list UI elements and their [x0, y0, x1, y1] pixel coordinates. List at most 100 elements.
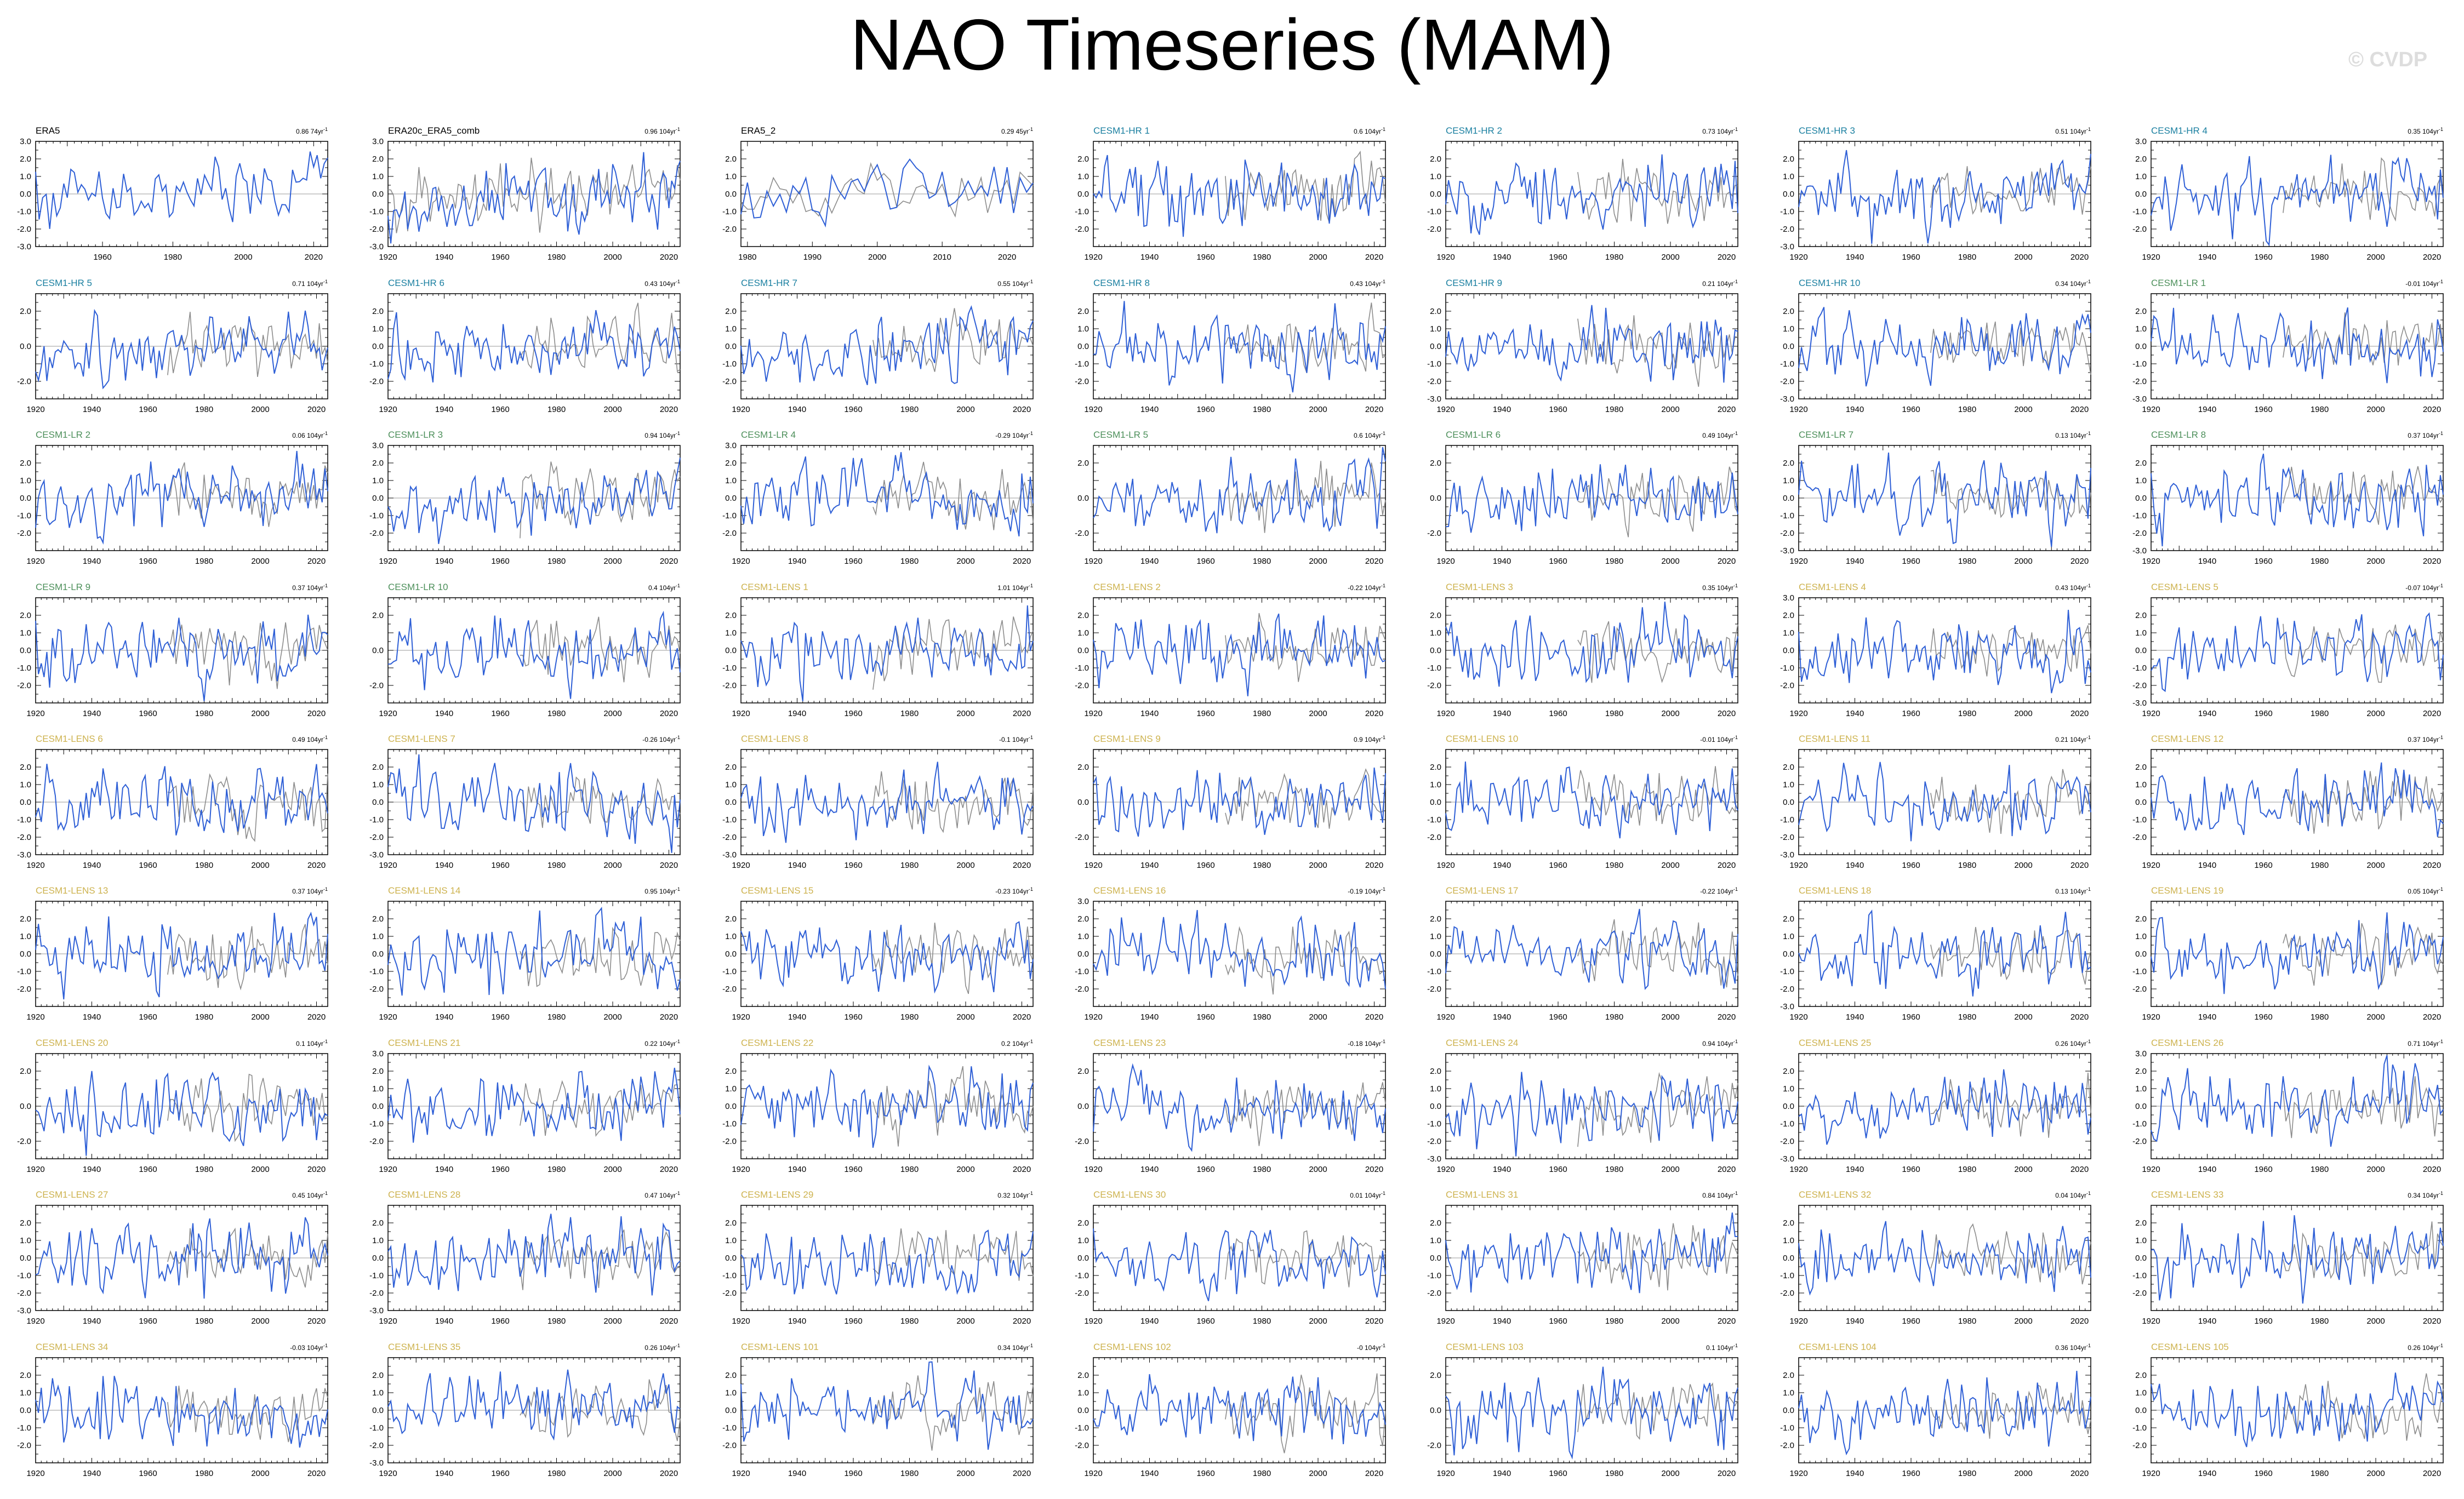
x-tick-label: 2020	[1718, 557, 1736, 566]
nao-panel: CESM1-LR 5 0.6 104yr-1 2.0 0.0 -2.0 1920 1940 1…	[1075, 430, 1386, 566]
x-tick-label: 1920	[26, 557, 44, 566]
y-tick-label: -2.0	[1427, 529, 1441, 538]
y-tick-label: -2.0	[369, 833, 384, 842]
nao-panel: CESM1-LENS 3 0.35 104yr-1 2.0 1.0 0.0 -1.0 -2.…	[1427, 582, 1738, 718]
x-tick-label: 1940	[2198, 405, 2216, 414]
x-tick-label: 1960	[1196, 253, 1214, 262]
panel-trend: 0.37 104yr-1	[2408, 431, 2443, 439]
x-tick-label: 1960	[1196, 405, 1214, 414]
y-tick-label: -3.0	[1780, 242, 1794, 251]
y-tick-label: -1.0	[2132, 511, 2147, 520]
x-tick-label: 1940	[2198, 557, 2216, 566]
x-tick-label: 2020	[660, 861, 678, 870]
y-tick-label: 0.0	[725, 646, 737, 655]
x-tick-label: 2020	[2071, 557, 2089, 566]
y-tick-label: -2.0	[369, 529, 384, 538]
y-tick-label: -3.0	[2132, 394, 2147, 404]
y-tick-label: -2.0	[1427, 377, 1441, 386]
nao-panel: CESM1-HR 3 0.51 104yr-1 2.0 1.0 0.0 -1.0 -2.0 -…	[1780, 125, 2091, 262]
x-tick-label: 1920	[1084, 861, 1102, 870]
x-tick-label: 1960	[1196, 709, 1214, 718]
y-tick-label: 1.0	[725, 324, 737, 334]
y-tick-label: -2.0	[1075, 529, 1089, 538]
x-tick-label: 1940	[435, 557, 453, 566]
x-tick-label: 2020	[998, 253, 1016, 262]
x-tick-label: 1980	[1253, 405, 1271, 414]
nao-panel: CESM1-HR 5 0.71 104yr-1 2.0 0.0 -2.0 1920 1940…	[17, 278, 328, 414]
ensemble-series-line	[740, 162, 1034, 218]
panel-trend: 0.34 104yr-1	[2055, 279, 2091, 288]
x-tick-label: 2020	[1013, 557, 1031, 566]
x-tick-label: 1980	[195, 557, 213, 566]
nao-panel: CESM1-LR 6 0.49 104yr-1 2.0 0.0 -2.0 1920 1940…	[1427, 430, 1738, 566]
panel-trend: 0.06 104yr-1	[292, 431, 328, 439]
trend-exponent: -1	[1029, 735, 1033, 740]
y-tick-label: 0.0	[1430, 342, 1441, 351]
y-tick-label: -2.0	[722, 225, 737, 234]
x-tick-label: 2020	[2071, 253, 2089, 262]
nao-series-line	[1445, 154, 1738, 235]
x-tick-label: 2020	[2071, 709, 2089, 718]
y-tick-label: -2.0	[1075, 225, 1089, 234]
y-tick-label: 0.0	[20, 646, 31, 655]
panel-title: CESM1-HR 5	[36, 278, 92, 288]
panel-title: CESM1-LR 3	[388, 430, 443, 440]
nao-series-line	[1093, 447, 1386, 534]
x-tick-label: 1920	[1084, 557, 1102, 566]
x-tick-label: 1920	[2142, 557, 2160, 566]
x-tick-label: 2020	[1365, 861, 1383, 870]
y-tick-label: 0.0	[20, 494, 31, 503]
x-tick-label: 2020	[307, 405, 326, 414]
y-tick-label: -3.0	[1780, 394, 1794, 404]
panel-title: CESM1-HR 4	[2151, 125, 2208, 136]
y-tick-label: -2.0	[1075, 833, 1089, 842]
x-tick-label: 1990	[803, 253, 822, 262]
x-tick-label: 1960	[1196, 557, 1214, 566]
x-tick-label: 1940	[1140, 557, 1159, 566]
y-tick-label: 2.0	[1430, 307, 1441, 316]
panel-title: CESM1-HR 10	[1799, 278, 1860, 288]
y-tick-label: -2.0	[722, 681, 737, 690]
ensemble-series-line	[520, 461, 681, 539]
nao-panel: CESM1-LR 10 0.4 104yr-1 2.0 0.0 -2.0 1920 1940…	[369, 582, 681, 718]
panel-title: ERA20c_ERA5_comb	[388, 125, 480, 136]
nao-panel: CESM1-HR 1 0.6 104yr-1 2.0 1.0 0.0 -1.0 -2.0 19…	[1075, 125, 1386, 262]
y-tick-label: -2.0	[17, 225, 31, 234]
y-tick-label: 0.0	[1783, 798, 1794, 807]
x-tick-label: 2000	[1309, 861, 1327, 870]
nao-series-line	[387, 754, 681, 853]
x-tick-label: 1980	[900, 557, 919, 566]
y-tick-label: 1.0	[1783, 780, 1794, 789]
y-tick-label: 2.0	[1783, 307, 1794, 316]
nao-series-line	[1445, 464, 1738, 533]
x-tick-label: 1940	[83, 405, 101, 414]
x-tick-label: 1940	[1140, 253, 1159, 262]
y-tick-label: 1.0	[2135, 476, 2147, 485]
x-tick-label: 1940	[435, 861, 453, 870]
ensemble-series-line	[872, 616, 1034, 690]
y-tick-label: -2.0	[1780, 681, 1794, 690]
y-tick-label: -3.0	[17, 850, 31, 860]
y-tick-label: 3.0	[1783, 593, 1794, 603]
y-tick-label: 0.0	[1077, 190, 1089, 199]
x-tick-label: 2000	[2366, 253, 2385, 262]
y-tick-label: 2.0	[725, 763, 737, 772]
y-tick-label: -2.0	[2132, 529, 2147, 538]
nao-panel: CESM1-LENS 4 0.43 104yr-1 3.0 2.0 1.0 0.0 -1.0…	[1780, 582, 2091, 718]
x-tick-label: 2000	[251, 557, 269, 566]
x-tick-label: 2020	[1718, 253, 1736, 262]
panel-trend: 0.96 104yr-1	[644, 127, 680, 135]
nao-series-line	[1445, 602, 1738, 687]
x-tick-label: 1920	[1436, 557, 1455, 566]
page-title: NAO Timeseries (MAM)	[850, 4, 1614, 85]
x-tick-label: 1940	[83, 709, 101, 718]
x-tick-label: 1960	[139, 709, 157, 718]
nao-panel: CESM1-LR 3 0.94 104yr-1 3.0 2.0 1.0 0.0 -1.0 -2…	[369, 430, 681, 566]
panel-title: CESM1-HR 9	[1446, 278, 1502, 288]
trend-exponent: -1	[1381, 583, 1385, 588]
ensemble-series-line	[1225, 150, 1386, 223]
nao-series-line	[35, 764, 328, 836]
x-tick-label: 1920	[732, 861, 750, 870]
x-tick-label: 1980	[2311, 709, 2329, 718]
x-tick-label: 1940	[435, 405, 453, 414]
